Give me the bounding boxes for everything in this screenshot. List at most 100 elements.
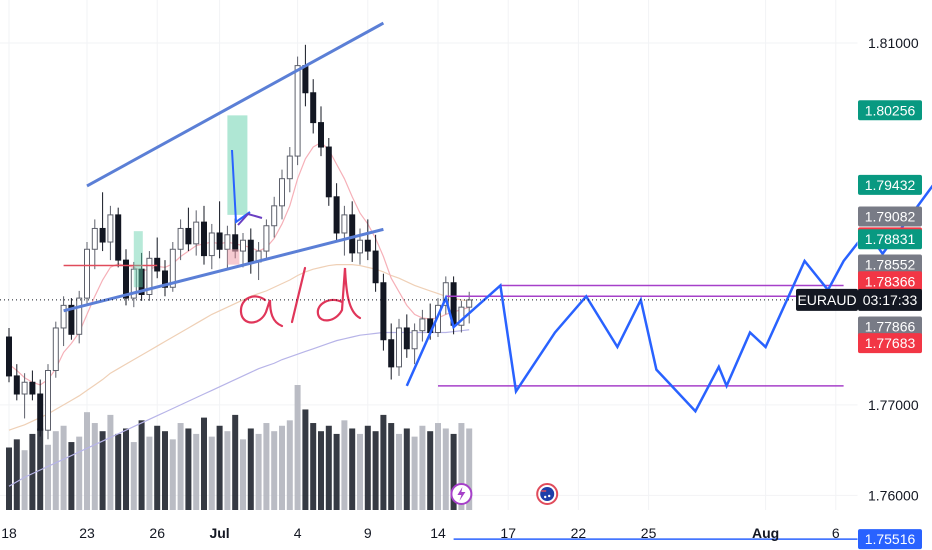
- channel-upper-line[interactable]: [86, 21, 385, 188]
- symbol-badge[interactable]: EURAUD: [796, 288, 858, 311]
- price-tag-box: [858, 333, 922, 354]
- time-tick-label: 18: [1, 525, 17, 541]
- candle[interactable]: [333, 183, 340, 243]
- volume-bar: [91, 423, 98, 510]
- candle[interactable]: [294, 56, 301, 166]
- candle-body: [318, 122, 324, 148]
- price-tag[interactable]: 1.78366: [858, 271, 922, 292]
- candle[interactable]: [68, 298, 75, 340]
- purple-tick-mark[interactable]: [237, 212, 263, 226]
- candle[interactable]: [240, 232, 246, 268]
- volume-bar: [146, 436, 153, 510]
- candlesticks[interactable]: [6, 44, 473, 440]
- price-tag[interactable]: 1.78831: [858, 229, 922, 250]
- candle[interactable]: [84, 242, 90, 306]
- price-tag[interactable]: 1.77866: [858, 316, 922, 337]
- flag-star: [544, 495, 547, 499]
- candle[interactable]: [302, 44, 309, 107]
- price-axis[interactable]: 1.81000 1.77000 1.76000 1.80256 1.79432 1.790…: [796, 0, 922, 550]
- drawings-layer[interactable]: [0, 21, 932, 540]
- lightning-event-icon[interactable]: [450, 483, 473, 505]
- candle[interactable]: [458, 300, 465, 333]
- candle[interactable]: [123, 249, 129, 306]
- candle[interactable]: [271, 196, 278, 238]
- candle-body: [372, 250, 379, 284]
- volume-bar: [310, 423, 317, 510]
- short-position-box[interactable]: [227, 249, 240, 265]
- price-tag[interactable]: 1.75516: [858, 529, 922, 550]
- price-tag[interactable]: 1.80256: [858, 100, 922, 121]
- volume-bar: [107, 414, 114, 510]
- candle[interactable]: [162, 260, 168, 297]
- candle[interactable]: [138, 252, 145, 301]
- candle[interactable]: [115, 207, 122, 268]
- long-position-box[interactable]: [227, 115, 248, 215]
- long-position-box[interactable]: [133, 231, 143, 288]
- price-tag-box: [858, 174, 922, 195]
- candle[interactable]: [29, 370, 36, 401]
- candle[interactable]: [279, 169, 285, 220]
- candle[interactable]: [76, 290, 83, 344]
- symbol-badge-box: [796, 288, 858, 311]
- candle[interactable]: [411, 323, 418, 365]
- candle[interactable]: [21, 373, 28, 419]
- channel-lower-line[interactable]: [63, 227, 384, 313]
- candle[interactable]: [286, 147, 293, 193]
- candle[interactable]: [13, 364, 20, 401]
- countdown-box: [858, 288, 922, 311]
- candle[interactable]: [201, 205, 207, 265]
- candle[interactable]: [60, 296, 67, 347]
- candle[interactable]: [380, 273, 387, 351]
- candle[interactable]: [396, 318, 402, 376]
- candle[interactable]: [45, 364, 51, 440]
- candle-body: [466, 299, 473, 308]
- volume-bar: [411, 436, 418, 510]
- candle[interactable]: [154, 237, 161, 279]
- candle-body: [279, 178, 285, 207]
- candle[interactable]: [419, 309, 426, 342]
- candle[interactable]: [403, 314, 410, 358]
- candle-body: [76, 297, 83, 335]
- candle[interactable]: [107, 205, 114, 261]
- candle[interactable]: [91, 219, 98, 270]
- candle[interactable]: [37, 379, 44, 437]
- candle[interactable]: [247, 228, 254, 274]
- price-tag[interactable]: 1.77683: [858, 333, 922, 354]
- candle[interactable]: [349, 201, 356, 262]
- price-tag-box: [858, 229, 922, 250]
- candle[interactable]: [341, 205, 348, 256]
- candle[interactable]: [130, 261, 137, 308]
- price-tag[interactable]: 1.78552: [858, 254, 922, 275]
- candle[interactable]: [208, 223, 215, 270]
- candle[interactable]: [185, 207, 192, 252]
- candle[interactable]: [99, 192, 106, 252]
- price-tag-label: 1.79082: [865, 209, 916, 225]
- candle[interactable]: [372, 234, 379, 292]
- blue-tick-mark[interactable]: [231, 149, 251, 224]
- time-axis[interactable]: 18 23 26 Jul 4 9 14 17 22 25 Aug 6: [1, 525, 840, 541]
- handwritten-annotation[interactable]: [239, 266, 362, 328]
- candle[interactable]: [52, 321, 59, 378]
- candle[interactable]: [6, 327, 12, 383]
- australia-flag-icon[interactable]: [536, 483, 559, 505]
- candle[interactable]: [325, 137, 332, 206]
- candle[interactable]: [364, 219, 371, 261]
- candle[interactable]: [310, 79, 317, 134]
- projection-path[interactable]: [405, 180, 932, 414]
- candle[interactable]: [146, 251, 153, 301]
- candle[interactable]: [216, 201, 223, 259]
- price-tag[interactable]: 1.79432: [858, 174, 922, 195]
- candle[interactable]: [177, 219, 184, 261]
- candle[interactable]: [193, 210, 200, 256]
- candle[interactable]: [388, 323, 395, 380]
- volume-bar: [419, 425, 426, 510]
- candle-body: [185, 227, 192, 245]
- countdown-badge[interactable]: 03:17:33: [858, 288, 922, 311]
- candle[interactable]: [263, 219, 270, 259]
- price-tag[interactable]: 1.79082: [858, 206, 922, 227]
- candle[interactable]: [466, 291, 473, 324]
- candle-body: [286, 155, 293, 180]
- volume-bar: [123, 428, 129, 510]
- candle[interactable]: [318, 106, 324, 157]
